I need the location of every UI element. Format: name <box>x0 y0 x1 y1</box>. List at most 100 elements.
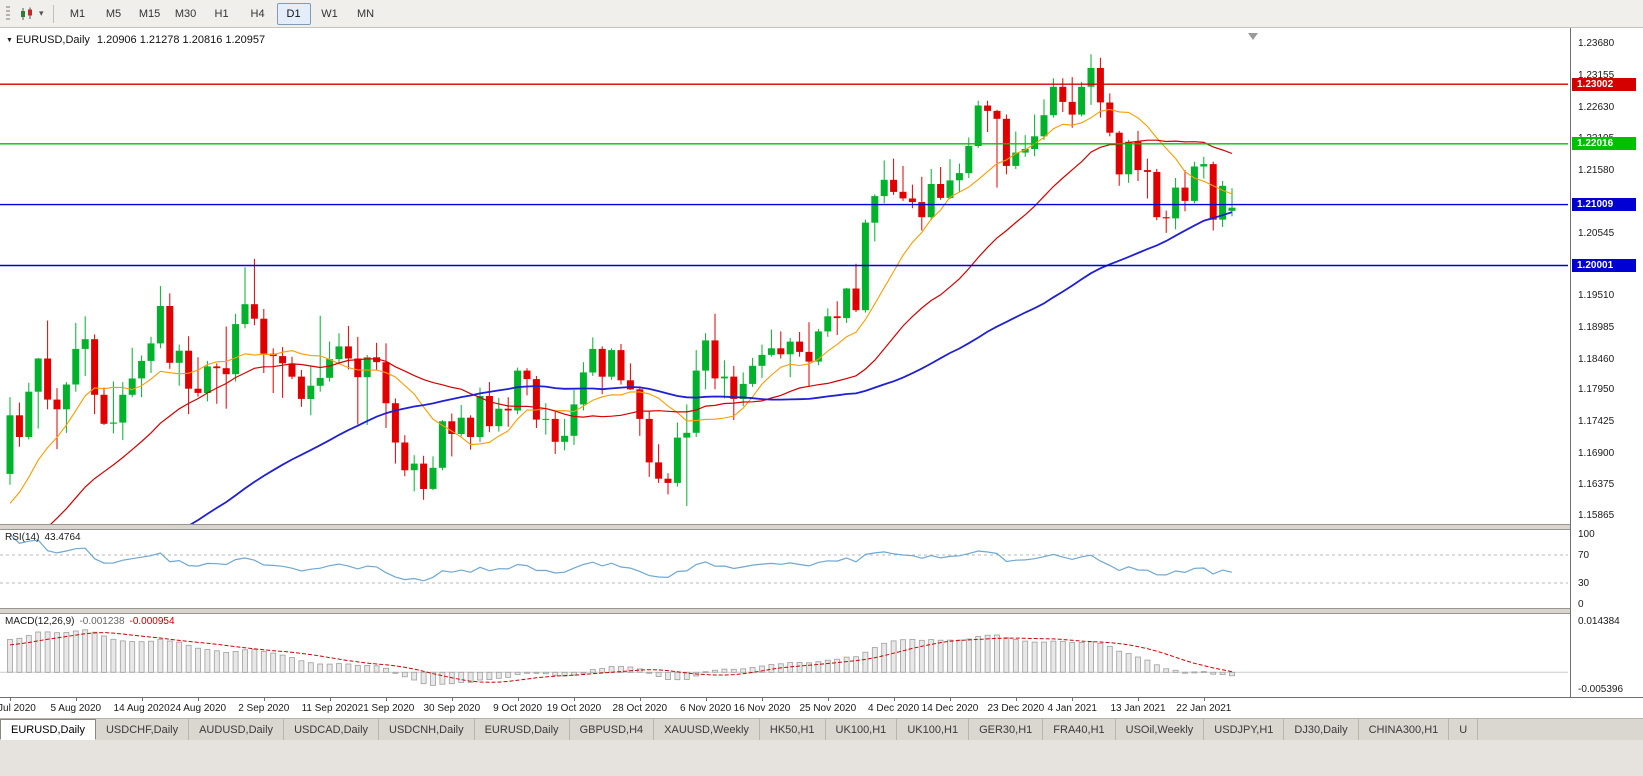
date-axis-label: 4 Jan 2021 <box>1047 703 1097 714</box>
timeframe-buttons: M1 M5 M15 M30 H1 H4 D1 W1 MN <box>60 2 384 25</box>
rsi-line[interactable] <box>9 533 1233 582</box>
time-axis-tick <box>893 698 895 701</box>
chart-tab-ger30-h1[interactable]: GER30,H1 <box>969 719 1044 740</box>
panel-splitter-macd[interactable] <box>0 608 1643 614</box>
macd-chart-canvas[interactable] <box>0 614 1570 696</box>
chart-tab-dj30-daily[interactable]: DJ30,Daily <box>1284 719 1359 740</box>
chart-tab-hk50-h1[interactable]: HK50,H1 <box>760 719 826 740</box>
time-axis-tick <box>762 698 763 701</box>
macd-panel: MACD(12,26,9) -0.001238 -0.000954 <box>0 614 1570 696</box>
chart-tab-xauusd-weekly[interactable]: XAUUSD,Weekly <box>654 719 760 740</box>
hline-price-badge: 1.21009 <box>1572 198 1636 212</box>
macd-label: MACD(12,26,9) -0.001238 -0.000954 <box>5 616 180 627</box>
date-axis-label: 4 Dec 2020 <box>868 703 920 714</box>
macd-name: MACD(12,26,9) <box>5 616 75 627</box>
date-axis-label: 2 Sep 2020 <box>238 703 290 714</box>
chart-tab-u[interactable]: U <box>1449 719 1479 740</box>
timeframe-button-w1[interactable]: W1 <box>321 7 338 20</box>
time-axis-tick <box>198 698 199 701</box>
time-axis-tick <box>10 698 11 701</box>
time-axis-tick <box>574 698 575 701</box>
hline-price-badge: 1.22016 <box>1572 137 1636 151</box>
time-axis-tick <box>386 698 387 701</box>
price-axis[interactable]: 1.236801.231551.226301.221051.215801.210… <box>1570 28 1643 697</box>
rsi-scale-label: 70 <box>1578 550 1590 561</box>
time-axis-tick <box>1203 698 1205 701</box>
price-axis-label: 1.18460 <box>1578 353 1615 365</box>
price-axis-label: 1.17425 <box>1578 416 1615 428</box>
price-chart-canvas[interactable] <box>0 30 1570 524</box>
timeframe-button-m15[interactable]: M15 <box>138 7 161 20</box>
panel-splitter-rsi[interactable] <box>0 524 1643 530</box>
chart-type-caret-icon[interactable]: ▾ <box>39 8 44 18</box>
price-axis-label: 1.16900 <box>1578 447 1615 459</box>
macd-signal-value: -0.000954 <box>129 616 175 627</box>
chart-tab-usdjpy-h1[interactable]: USDJPY,H1 <box>1204 719 1285 740</box>
date-axis-label: 6 Nov 2020 <box>680 703 732 714</box>
price-axis-label: 1.21580 <box>1578 165 1615 177</box>
rsi-scale-label: 100 <box>1578 529 1595 540</box>
chart-tab-audusd-daily[interactable]: AUDUSD,Daily <box>189 719 285 740</box>
chart-tab-eurusd-daily[interactable]: EURUSD,Daily <box>475 719 570 740</box>
date-axis-label: 5 Aug 2020 <box>50 703 102 714</box>
chart-tab-usoil-weekly[interactable]: USOil,Weekly <box>1116 719 1205 740</box>
date-axis-label: 9 Oct 2020 <box>493 703 543 714</box>
status-bar <box>0 740 1643 776</box>
date-axis-label: 16 Nov 2020 <box>733 703 791 714</box>
chart-tab-fra40-h1[interactable]: FRA40,H1 <box>1043 719 1116 740</box>
date-axis-label: 22 Jan 2021 <box>1176 703 1232 714</box>
time-axis-tick <box>1138 698 1139 701</box>
ma-10-line[interactable] <box>9 108 1233 504</box>
timeframe-button-m5[interactable]: M5 <box>105 7 122 20</box>
chart-tabs-bar: EURUSD,Daily USDCHF,Daily AUDUSD,Daily USDC… <box>0 718 1643 740</box>
time-axis-tick <box>75 698 77 701</box>
chart-tab-gbpusd-h4[interactable]: GBPUSD,H4 <box>570 719 655 740</box>
price-axis-label: 1.15865 <box>1578 510 1615 522</box>
date-axis-label: 25 Nov 2020 <box>799 703 857 714</box>
chart-tab-china300-h1[interactable]: CHINA300,H1 <box>1359 719 1450 740</box>
date-axis-label: 24 Aug 2020 <box>169 703 227 714</box>
rsi-value: 43.4764 <box>44 532 81 543</box>
chart-window: ▼ EURUSD,Daily 1.20906 1.21278 1.20816 1.2… <box>0 28 1643 718</box>
chart-shift-marker[interactable] <box>1248 33 1258 40</box>
price-axis-label: 1.23680 <box>1578 38 1615 50</box>
timeframe-button-m1[interactable]: M1 <box>69 7 86 20</box>
price-axis-label: 1.23155 <box>1578 69 1615 81</box>
rsi-chart-canvas[interactable] <box>0 530 1570 608</box>
chart-tab-usdcad-daily[interactable]: USDCAD,Daily <box>284 719 380 740</box>
candlestick-series <box>6 54 1236 506</box>
time-axis-tick <box>950 698 951 701</box>
macd-scale-label: -0.005396 <box>1578 684 1624 695</box>
macd-signal-line[interactable] <box>9 632 1233 683</box>
hline-price-badge: 1.20001 <box>1572 258 1636 272</box>
macd-scale-label: 0.014384 <box>1578 616 1620 627</box>
date-axis-label: 21 Sep 2020 <box>357 703 415 714</box>
rsi-panel: RSI(14) 43.4764 <box>0 530 1570 608</box>
macd-main-value: -0.001238 <box>79 616 125 627</box>
timeframe-button-mn[interactable]: MN <box>356 7 375 20</box>
chart-tab-usdchf-daily[interactable]: USDCHF,Daily <box>96 719 190 740</box>
price-axis-label: 1.19510 <box>1578 290 1615 302</box>
candlestick-glyph <box>21 7 32 20</box>
timeframe-button-d1[interactable]: D1 <box>276 2 311 25</box>
date-axis-label: 23 Dec 2020 <box>987 703 1045 714</box>
timeframe-button-m30[interactable]: M30 <box>174 7 197 20</box>
timeframe-button-h4[interactable]: H4 <box>250 7 265 20</box>
chart-tab-uk100-h1[interactable]: UK100,H1 <box>826 719 898 740</box>
hline-price-badge: 1.23002 <box>1572 77 1636 91</box>
chart-tab-eurusd-daily[interactable]: EURUSD,Daily <box>0 719 96 740</box>
rsi-label: RSI(14) 43.4764 <box>5 532 86 543</box>
time-axis-tick <box>263 698 265 701</box>
ma-55-line[interactable] <box>10 211 1233 524</box>
ma-25-line[interactable] <box>10 139 1233 524</box>
date-axis-label: 27 Jul 2020 <box>0 703 36 714</box>
toolbar-grip[interactable] <box>6 5 10 22</box>
timeframe-button-h1[interactable]: H1 <box>214 7 229 20</box>
chart-tab-usdcnh-daily[interactable]: USDCNH,Daily <box>379 719 475 740</box>
date-axis-label: 14 Aug 2020 <box>113 703 170 714</box>
chart-type-icon[interactable] <box>16 3 38 25</box>
price-axis-label: 1.20545 <box>1578 227 1615 239</box>
chart-tab-uk100-h1[interactable]: UK100,H1 <box>897 719 970 740</box>
time-axis-tick <box>1072 698 1074 701</box>
